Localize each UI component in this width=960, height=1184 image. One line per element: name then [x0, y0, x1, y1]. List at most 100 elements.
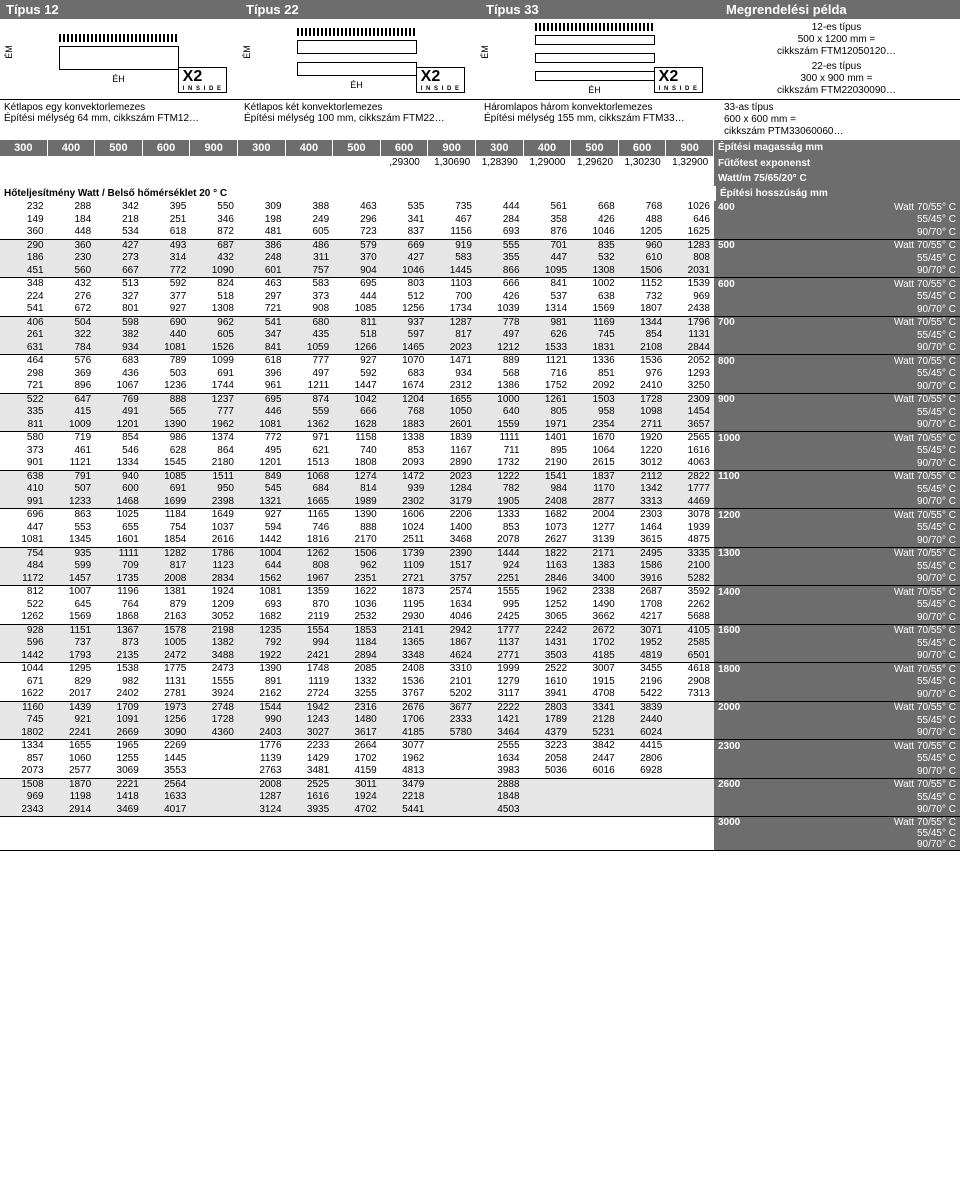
- value-cell: 740: [333, 445, 381, 458]
- value-cell: 621: [286, 445, 334, 458]
- value-cell: 1172: [0, 573, 48, 586]
- data-row: 1491842182513461982492963414672843584264…: [0, 214, 960, 227]
- value-cell: 2338: [571, 586, 619, 599]
- data-row: 4475536557541037594746888102414008531073…: [0, 522, 960, 535]
- value-cell: 711: [476, 445, 524, 458]
- value-cell: 406: [0, 317, 48, 330]
- x2-badge: X2I N S I D E: [416, 67, 465, 93]
- value-cell: 1952: [619, 637, 667, 650]
- value-cell: 2834: [190, 573, 238, 586]
- value-cell: 1287: [428, 317, 476, 330]
- value-cell: 2023: [428, 471, 476, 484]
- value-cell: 522: [0, 599, 48, 612]
- value-cell: 3842: [571, 740, 619, 753]
- value-cell: 2615: [571, 457, 619, 470]
- exponent-cell: ,29300: [381, 156, 429, 171]
- value-cell: 2309: [666, 394, 714, 407]
- value-cell: 789: [143, 355, 191, 368]
- radiator-body-icon: [535, 53, 655, 63]
- value-cell: 2914: [48, 804, 96, 817]
- value-cell: 1793: [48, 650, 96, 663]
- value-cell: 2844: [666, 342, 714, 355]
- value-cell: 3615: [619, 534, 667, 547]
- value-cell: 1490: [571, 599, 619, 612]
- type-header-row: Típus 12 Típus 22 Típus 33 Megrendelési …: [0, 0, 960, 19]
- value-cell: 1971: [524, 419, 572, 432]
- width-cell: 500: [571, 140, 619, 156]
- value-cell: 1962: [524, 586, 572, 599]
- value-cell: 3592: [666, 586, 714, 599]
- value-cell: 541: [0, 303, 48, 316]
- build-text: Építési mélység 64 mm, cikkszám FTM12…: [4, 113, 236, 124]
- row-label: 55/45° C: [714, 252, 960, 265]
- exponent-label: Fűtőtest exponenst: [714, 156, 960, 171]
- value-cell: 358: [524, 214, 572, 227]
- value-cell: 463: [238, 278, 286, 291]
- value-cell: 1009: [48, 419, 96, 432]
- data-row: 1622201724022781392421622724325537675202…: [0, 688, 960, 702]
- value-cell: 1160: [0, 702, 48, 715]
- temp-label: 55/45° C: [917, 828, 956, 839]
- row-label: 500Watt 70/55° C: [714, 240, 960, 253]
- value-cell: 3757: [428, 573, 476, 586]
- value-cell: 370: [333, 252, 381, 265]
- value-cell: 3400: [571, 573, 619, 586]
- order-example-header: Megrendelési példa: [720, 0, 960, 19]
- value-cell: 1131: [666, 329, 714, 342]
- value-cell: 1026: [666, 201, 714, 214]
- value-cell: 1196: [95, 586, 143, 599]
- value-cell: 6501: [666, 650, 714, 663]
- value-cell: 851: [571, 368, 619, 381]
- value-cell: 2171: [571, 548, 619, 561]
- value-cell: 723: [333, 226, 381, 239]
- exponent-cell: 1,32900: [666, 156, 714, 171]
- value-cell: 879: [143, 599, 191, 612]
- temp-label: 90/70° C: [917, 227, 956, 238]
- value-cell: 2806: [619, 753, 667, 766]
- value-cell: 3335: [666, 548, 714, 561]
- value-cell: 2447: [571, 753, 619, 766]
- value-cell: 2073: [0, 765, 48, 778]
- value-cell: [666, 779, 714, 792]
- radiator-body-icon: [59, 46, 179, 70]
- value-cell: 2390: [428, 548, 476, 561]
- value-cell: 4379: [524, 727, 572, 740]
- value-cell: 565: [143, 406, 191, 419]
- value-cell: 991: [0, 496, 48, 509]
- value-cell: 1883: [381, 419, 429, 432]
- data-row: 4515606677721090601757904104614458661095…: [0, 265, 960, 279]
- value-cell: 1601: [95, 534, 143, 547]
- row-label: 90/70° C: [714, 342, 960, 355]
- value-cell: 1123: [190, 560, 238, 573]
- row-label: 55/45° C: [714, 599, 960, 612]
- value-cell: [95, 828, 143, 839]
- wattm-row: Watt/m 75/65/20° C: [0, 171, 960, 186]
- value-cell: 396: [238, 368, 286, 381]
- temp-label: 55/45° C: [917, 407, 956, 418]
- value-cell: [143, 817, 191, 828]
- value-cell: 553: [48, 522, 96, 535]
- value-cell: [48, 817, 96, 828]
- value-cell: 2564: [143, 779, 191, 792]
- value-cell: 342: [95, 201, 143, 214]
- value-cell: 829: [48, 676, 96, 689]
- data-row: 7549351111128217861004126215061739239014…: [0, 548, 960, 561]
- value-cell: 1837: [571, 471, 619, 484]
- value-cell: 1279: [476, 676, 524, 689]
- value-cell: 4105: [666, 625, 714, 638]
- value-cell: 691: [143, 483, 191, 496]
- value-cell: 854: [619, 329, 667, 342]
- value-cell: 1050: [428, 406, 476, 419]
- value-cell: 1962: [381, 753, 429, 766]
- value-cell: 3464: [476, 727, 524, 740]
- value-cell: 427: [381, 252, 429, 265]
- value-cell: 824: [190, 278, 238, 291]
- value-cell: 1262: [286, 548, 334, 561]
- row-label: 3000Watt 70/55° C: [714, 817, 960, 828]
- value-cell: 1625: [666, 226, 714, 239]
- value-cell: 2890: [428, 457, 476, 470]
- exponent-cell: [190, 156, 238, 171]
- value-cell: 928: [0, 625, 48, 638]
- value-cell: 1973: [143, 702, 191, 715]
- value-cell: 754: [0, 548, 48, 561]
